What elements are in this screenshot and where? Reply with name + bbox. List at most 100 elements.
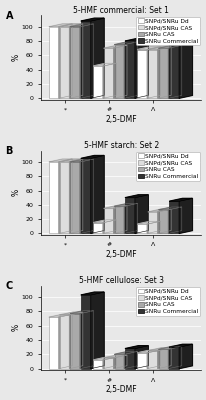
Polygon shape — [169, 344, 192, 347]
Polygon shape — [125, 195, 147, 198]
Polygon shape — [147, 47, 160, 98]
Polygon shape — [157, 348, 170, 368]
Polygon shape — [178, 198, 192, 234]
Polygon shape — [124, 203, 137, 234]
Polygon shape — [134, 346, 147, 368]
X-axis label: 2,5-DMF: 2,5-DMF — [105, 386, 136, 394]
Polygon shape — [93, 220, 116, 223]
Polygon shape — [134, 195, 147, 234]
Bar — [93, 360, 103, 368]
Polygon shape — [169, 198, 192, 201]
Polygon shape — [158, 45, 181, 48]
Polygon shape — [103, 206, 126, 208]
Polygon shape — [69, 24, 82, 98]
Polygon shape — [81, 18, 104, 21]
Polygon shape — [125, 346, 147, 348]
Bar — [70, 27, 80, 98]
Polygon shape — [158, 207, 181, 210]
Polygon shape — [125, 38, 147, 41]
Polygon shape — [49, 24, 72, 27]
Bar — [49, 162, 59, 234]
Polygon shape — [70, 311, 93, 314]
Bar — [93, 66, 103, 98]
Legend: SNPd/SNRu Dd, SNPd/SNRu CAS, SNRu CAS, SNRu Commercial: SNPd/SNRu Dd, SNPd/SNRu CAS, SNRu CAS, S… — [135, 16, 199, 46]
Polygon shape — [157, 209, 170, 234]
Bar — [60, 27, 69, 98]
Polygon shape — [113, 45, 126, 98]
Bar — [103, 358, 113, 368]
Text: A: A — [6, 11, 13, 21]
Polygon shape — [80, 311, 93, 368]
Text: B: B — [6, 146, 13, 156]
Polygon shape — [93, 357, 116, 360]
Polygon shape — [80, 159, 93, 234]
Polygon shape — [81, 292, 104, 295]
Bar — [158, 48, 168, 98]
Polygon shape — [69, 312, 82, 368]
Y-axis label: %: % — [11, 54, 20, 61]
Bar — [49, 27, 59, 98]
Polygon shape — [168, 207, 181, 234]
Title: 5-HMF commercial: Set 1: 5-HMF commercial: Set 1 — [73, 6, 168, 14]
Bar — [81, 21, 90, 98]
Polygon shape — [178, 344, 192, 368]
Polygon shape — [81, 156, 104, 158]
Bar — [169, 347, 178, 368]
Polygon shape — [60, 159, 82, 162]
Bar — [49, 317, 59, 368]
Polygon shape — [113, 355, 126, 368]
Legend: SNPd/SNRu Dd, SNPd/SNRu CAS, SNRu CAS, SNRu Commercial: SNPd/SNRu Dd, SNPd/SNRu CAS, SNRu CAS, S… — [135, 152, 199, 181]
Polygon shape — [147, 348, 170, 351]
Polygon shape — [103, 355, 126, 358]
Polygon shape — [93, 63, 116, 66]
Polygon shape — [90, 156, 104, 234]
Bar — [70, 162, 80, 234]
Polygon shape — [90, 292, 104, 368]
Polygon shape — [69, 159, 82, 234]
Bar — [93, 223, 103, 234]
Bar — [60, 315, 69, 368]
Text: C: C — [6, 282, 13, 292]
Polygon shape — [113, 206, 126, 234]
Polygon shape — [168, 45, 181, 98]
Y-axis label: %: % — [11, 324, 20, 332]
Polygon shape — [59, 24, 72, 98]
X-axis label: 2,5-DMF: 2,5-DMF — [105, 250, 136, 259]
Legend: SNPd/SNRu Dd, SNPd/SNRu CAS, SNRu CAS, SNRu Commercial: SNPd/SNRu Dd, SNPd/SNRu CAS, SNRu CAS, S… — [135, 287, 199, 316]
X-axis label: 2,5-DMF: 2,5-DMF — [105, 115, 136, 124]
Bar — [103, 48, 113, 98]
Polygon shape — [59, 159, 72, 234]
Bar — [137, 50, 147, 98]
Polygon shape — [114, 352, 137, 354]
Bar — [158, 210, 168, 234]
Y-axis label: %: % — [11, 189, 20, 196]
Polygon shape — [169, 40, 192, 42]
Polygon shape — [59, 314, 72, 368]
Bar — [125, 41, 134, 98]
Bar — [137, 353, 147, 368]
Bar — [125, 348, 134, 368]
Bar — [147, 351, 157, 368]
Polygon shape — [137, 47, 160, 50]
Bar — [125, 198, 134, 234]
Bar — [114, 206, 124, 234]
Polygon shape — [147, 350, 160, 368]
Bar — [114, 45, 124, 98]
Polygon shape — [147, 221, 160, 234]
Title: 5-HMF cellulose: Set 3: 5-HMF cellulose: Set 3 — [78, 276, 163, 285]
Polygon shape — [158, 346, 181, 349]
Polygon shape — [137, 221, 160, 224]
Polygon shape — [137, 350, 160, 353]
Polygon shape — [134, 38, 147, 98]
Bar — [158, 349, 168, 368]
Polygon shape — [178, 40, 192, 98]
Polygon shape — [70, 24, 93, 27]
Bar — [103, 208, 113, 234]
Polygon shape — [103, 357, 116, 368]
Polygon shape — [103, 220, 116, 234]
Polygon shape — [147, 209, 170, 212]
Bar — [147, 212, 157, 234]
Polygon shape — [124, 42, 137, 98]
Polygon shape — [168, 346, 181, 368]
Polygon shape — [60, 312, 82, 315]
